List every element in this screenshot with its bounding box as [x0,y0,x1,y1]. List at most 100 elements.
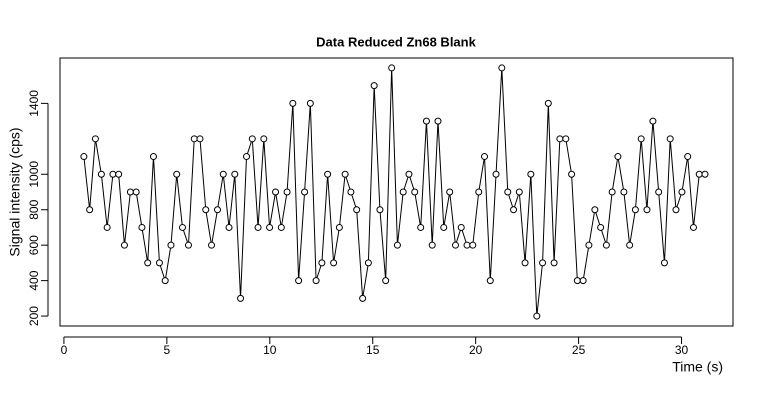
data-point [393,241,401,249]
y-axis-label: Signal intensity (cps) [7,127,23,256]
data-point [237,294,245,302]
data-point [289,99,297,107]
data-point [213,206,221,214]
data-point [370,82,378,90]
data-point [126,188,134,196]
data-point [306,99,314,107]
y-tick-label: 1000 [27,161,41,188]
data-point [591,206,599,214]
x-tick-label: 30 [675,343,689,357]
data-point [573,277,581,285]
chart-title: Data Reduced Zn68 Blank [316,34,476,49]
data-point [161,277,169,285]
data-point [689,223,697,231]
data-point [347,188,355,196]
data-point [80,153,88,161]
data-point [335,223,343,231]
data-point [637,135,645,143]
data-point [469,241,477,249]
y-tick-label: 1400 [27,90,41,117]
y-tick-label: 600 [27,235,41,255]
data-point [614,153,622,161]
data-point [225,223,233,231]
data-point [184,241,192,249]
data-point [533,312,541,320]
data-point [277,223,285,231]
data-point [643,206,651,214]
data-point [417,223,425,231]
data-point [579,277,587,285]
x-tick-label: 10 [263,343,277,357]
plot-frame [59,57,734,327]
data-point [568,170,576,178]
data-point [382,277,390,285]
data-point [521,259,529,267]
data-point [376,206,384,214]
data-point [585,241,593,249]
data-point [248,135,256,143]
data-point [602,241,610,249]
x-tick-label: 15 [366,343,380,357]
data-point [353,206,361,214]
data-point [155,259,163,267]
data-point [486,277,494,285]
data-point [266,223,274,231]
data-point [626,241,634,249]
data-point [434,117,442,125]
data-point [86,206,94,214]
data-point [149,153,157,161]
data-point [556,135,564,143]
data-point [457,223,465,231]
data-point [405,170,413,178]
data-point [440,223,448,231]
data-point [672,206,680,214]
data-point [120,241,128,249]
data-point [231,170,239,178]
x-tick-label: 0 [61,343,68,357]
data-point [446,188,454,196]
data-point [388,64,396,72]
data-point [510,206,518,214]
data-point [422,117,430,125]
data-point [138,223,146,231]
data-point [684,153,692,161]
data-point [341,170,349,178]
data-point [695,170,703,178]
data-point [167,241,175,249]
x-tick-label: 5 [164,343,171,357]
x-tick-label: 25 [572,343,586,357]
data-point [451,241,459,249]
data-point [515,188,523,196]
data-point [620,188,628,196]
data-point [608,188,616,196]
data-point [196,135,204,143]
data-point [178,223,186,231]
y-tick-label: 800 [27,199,41,219]
data-point [359,294,367,302]
data-point [498,64,506,72]
data-point [492,170,500,178]
data-point [109,170,117,178]
y-tick-label: 400 [27,270,41,290]
y-tick-label: 200 [27,306,41,326]
data-point [272,188,280,196]
data-point [481,153,489,161]
data-point [330,259,338,267]
data-point [660,259,668,267]
data-point [318,259,326,267]
data-point [631,206,639,214]
data-point [190,135,198,143]
data-point [324,170,332,178]
data-point [463,241,471,249]
data-point [562,135,570,143]
data-point [132,188,140,196]
x-tick-label: 20 [469,343,483,357]
data-point [260,135,268,143]
data-point [428,241,436,249]
data-point [254,223,262,231]
data-point [243,153,251,161]
data-point [312,277,320,285]
data-point [91,135,99,143]
data-point [364,259,372,267]
